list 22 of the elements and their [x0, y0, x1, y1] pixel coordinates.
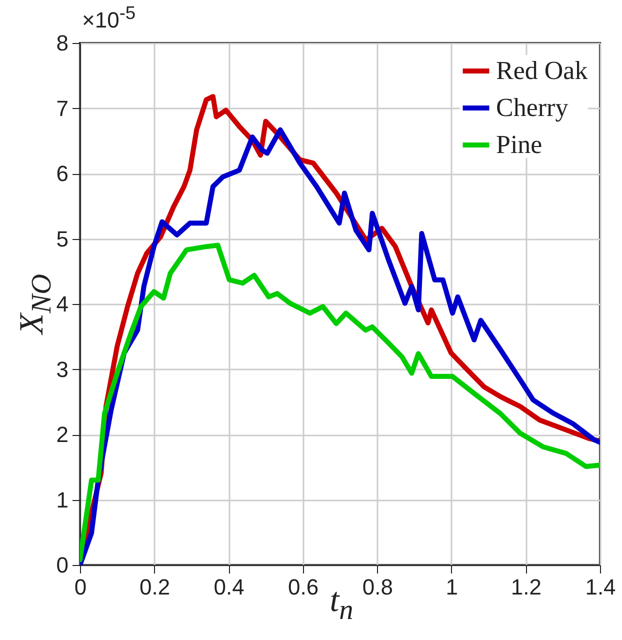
x-tick-label: 1.2 [510, 574, 542, 600]
y-tick-label: 5 [56, 226, 68, 252]
x-tick-label: 0.4 [214, 574, 244, 600]
y-tick-label: 3 [56, 356, 68, 382]
y-tick-label: 4 [56, 292, 68, 316]
y-tick-label: 1 [56, 487, 68, 512]
x-tick-label: 0.8 [362, 574, 393, 600]
y-tick-label: 0 [56, 552, 68, 578]
legend-label: Cherry [496, 93, 568, 122]
y-tick-label: 2 [56, 422, 68, 447]
x-axis-title: t$_{n}$ [330, 582, 354, 626]
y-tick-label: 6 [56, 161, 68, 186]
x-tick-label: 1 [446, 574, 458, 600]
y-tick-label: 8 [56, 30, 68, 56]
x-tick-label: 0.2 [139, 574, 170, 600]
x-tick-label: 0.6 [288, 574, 319, 600]
x-tick-label: 0 [74, 574, 87, 600]
legend-label: Pine [496, 130, 542, 159]
legend-label: Red Oak [496, 56, 588, 85]
text: ×10$^{-5}$ [82, 2, 136, 34]
y-tick-label: 7 [56, 96, 68, 121]
x-tick-label: 1.4 [585, 574, 616, 600]
